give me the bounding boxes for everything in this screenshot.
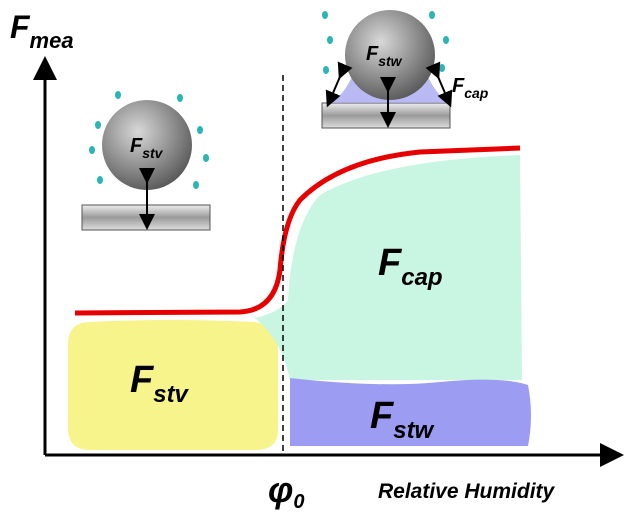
icon-dry: Fstv bbox=[82, 91, 210, 230]
y-axis-label: Fmea bbox=[10, 9, 74, 53]
x-axis-label: Relative Humidity bbox=[378, 480, 556, 503]
threshold-label: φ0 bbox=[268, 469, 304, 513]
force-label: Fcap bbox=[452, 75, 489, 101]
icon-wet: Fstw Fcap bbox=[322, 10, 489, 128]
diagram: Fstv Fstw Fcap Fstv Fcap Fstw Fmea φ0 Re… bbox=[0, 0, 626, 518]
